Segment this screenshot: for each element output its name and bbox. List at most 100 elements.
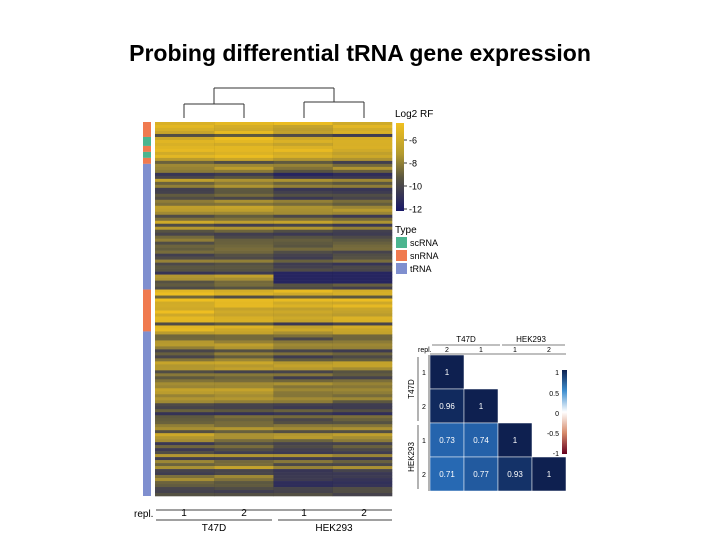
heatmap-cell [273,316,334,320]
heatmap-cell [155,439,215,443]
heatmap-cell [332,391,393,395]
heatmap-cell [332,400,393,404]
heatmap-cell [332,304,393,308]
heatmap-cell [155,124,215,129]
heatmap-cell [214,241,274,245]
heatmap-cell [273,214,334,219]
heatmap-cell [214,253,274,257]
heatmap-cell [273,229,334,234]
heatmap-cell [155,274,215,278]
heatmap-cell [332,313,393,317]
heatmap-cell [155,217,215,222]
heatmap-cell [214,139,274,144]
heatmap-cell [214,325,274,329]
heatmap-cell [155,211,215,216]
heatmap-cell [214,292,274,296]
heatmap-cell [214,346,274,350]
heatmap-cell [332,247,393,251]
heatmap-cell [332,292,393,296]
heatmap-cell [273,172,334,177]
heatmap-cell [273,442,334,446]
heatmap-cell [155,397,215,401]
heatmap-cell [273,439,334,443]
heatmap-cell [332,286,393,290]
heatmap-cell [273,310,334,314]
heatmap-cell [273,379,334,383]
heatmap-cell [214,214,274,219]
type-bar-segment [143,136,151,146]
type-bar-segment [143,163,151,290]
heatmap-cell [155,490,215,494]
heatmap-col-1-repl: 1 [181,508,187,519]
type-bar-segment [143,289,151,332]
heatmap-cell [155,271,215,275]
heatmap-cell [332,142,393,147]
heatmap-cell [332,424,393,428]
heatmap-cell [332,202,393,207]
heatmap-cell [214,166,274,171]
type-bar-segment [143,151,151,158]
heatmap-cell [273,256,334,260]
heatmap-cell [214,283,274,287]
heatmap-cell [273,484,334,488]
heatmap-cell [214,358,274,362]
heatmap-cell [332,484,393,488]
heatmap-cell [155,184,215,189]
heatmap-cell [273,169,334,174]
heatmap-cell [273,334,334,338]
heatmap-cell [273,178,334,183]
heatmap-cell [332,361,393,365]
heatmap-cell [155,457,215,461]
corr-cell-value: 0.73 [439,436,455,445]
heatmap-cell [155,313,215,317]
corr-cell-value: 0.96 [439,402,455,411]
corr-legend-tick: 1 [555,370,559,377]
heatmap-cell [332,199,393,204]
heatmap-cell [155,364,215,368]
heatmap-cell [155,382,215,386]
heatmap-cell [214,469,274,473]
heatmap-cell [214,415,274,419]
heatmap-cell [214,136,274,141]
heatmap-cell [155,193,215,198]
heatmap-cell [332,397,393,401]
heatmap-cell [273,286,334,290]
type-legend-swatch [396,237,407,248]
heatmap-cell [214,427,274,431]
heatmap-cell [155,319,215,323]
heatmap-cell [214,217,274,222]
heatmap-cell [214,271,274,275]
heatmap-cell [214,361,274,365]
heatmap-cell [214,250,274,254]
heatmap-cell [273,298,334,302]
heatmap-cell [155,394,215,398]
heatmap-cell [155,337,215,341]
heatmap-cell [273,142,334,147]
heatmap-cell [332,409,393,413]
heatmap-cell [155,122,215,126]
heatmap-cell [214,208,274,213]
heatmap-cell [214,265,274,269]
heatmap-cell [214,448,274,452]
heatmap-cell [332,463,393,467]
colorbar-tick-label: -12 [409,205,422,215]
heatmap-cell [214,418,274,422]
heatmap-cell [332,187,393,192]
heatmap-cell [273,175,334,180]
heatmap-cell [273,373,334,377]
heatmap-cell [214,493,274,497]
heatmap-cell [214,145,274,150]
heatmap-cell [332,328,393,332]
heatmap-cell [332,226,393,231]
heatmap-cell [214,262,274,266]
heatmap-cell [273,367,334,371]
heatmap-cell [155,154,215,159]
heatmap-cell [214,454,274,458]
heatmap-cell [214,472,274,476]
heatmap-cell [214,205,274,210]
heatmap-cell [273,292,334,296]
heatmap-cell [214,349,274,353]
type-bar-segment [143,331,151,496]
heatmap-cell [214,130,274,135]
